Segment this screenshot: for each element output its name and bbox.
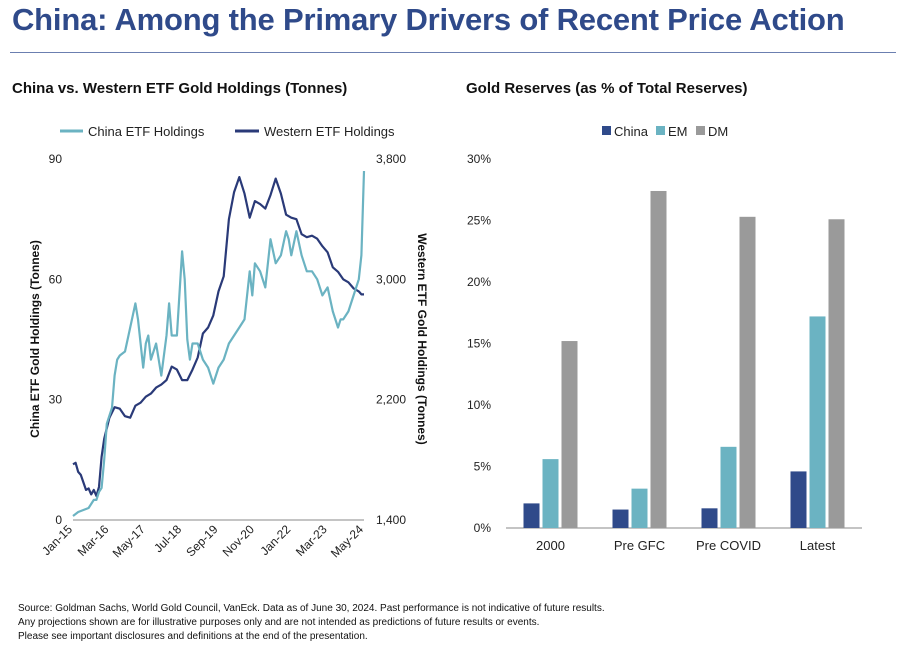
- bar-em-3: [809, 316, 826, 528]
- bar-y-tick-label: 25%: [467, 214, 491, 228]
- left-axis-tick-labels: 0 30 60 90: [49, 152, 63, 527]
- bar-category-label: Pre COVID: [696, 538, 761, 553]
- left-axis-tick-label: 90: [49, 152, 63, 166]
- bar-dm-2: [739, 216, 756, 528]
- footnote-line: Any projections shown are for illustrati…: [18, 617, 540, 629]
- bar-em-2: [720, 446, 737, 528]
- bar-china-2: [701, 508, 718, 528]
- title-divider: [10, 52, 896, 53]
- bar-chart-y-tick-labels: 0% 5% 10% 15% 20% 25% 30%: [467, 152, 491, 535]
- bar-category-label: Latest: [800, 538, 836, 553]
- bar-chart-title: Gold Reserves (as % of Total Reserves): [466, 80, 748, 97]
- bar-china-1: [612, 509, 629, 528]
- bar-china-0: [523, 503, 540, 528]
- left-axis-tick-label: 0: [55, 513, 62, 527]
- right-axis-tick-label: 3,000: [376, 272, 406, 286]
- right-axis-tick-labels: 1,400 2,200 3,000 3,800: [376, 152, 406, 527]
- bar-chart-bars: [523, 190, 845, 529]
- legend-swatch-china: [602, 126, 611, 135]
- legend-label-em: EM: [668, 124, 688, 139]
- bar-category-label: Pre GFC: [614, 538, 665, 553]
- legend-swatch-em: [656, 126, 665, 135]
- bar-y-tick-label: 30%: [467, 152, 491, 166]
- bar-dm-0: [561, 341, 578, 528]
- legend-label-dm: DM: [708, 124, 728, 139]
- bar-y-tick-label: 0%: [474, 521, 492, 535]
- bar-chart-legend: China EM DM: [602, 124, 728, 139]
- right-axis-tick-label: 3,800: [376, 152, 406, 166]
- left-axis-label: China ETF Gold Holdings (Tonnes): [28, 240, 42, 438]
- bar-y-tick-label: 10%: [467, 398, 491, 412]
- legend-swatch-dm: [696, 126, 705, 135]
- right-axis-label: Western ETF Gold Holdings (Tonnes): [415, 233, 429, 445]
- bar-dm-3: [828, 219, 845, 528]
- china-etf-line: [72, 170, 366, 517]
- bar-china-3: [790, 471, 807, 528]
- line-chart-title: China vs. Western ETF Gold Holdings (Ton…: [12, 80, 348, 97]
- footnotes: Source: Goldman Sachs, World Gold Counci…: [18, 602, 605, 645]
- left-axis-tick-label: 60: [49, 272, 63, 286]
- bar-y-tick-label: 20%: [467, 275, 491, 289]
- legend-label-china-etf: China ETF Holdings: [88, 124, 205, 139]
- page-title: China: Among the Primary Drivers of Rece…: [12, 2, 845, 37]
- bar-y-tick-label: 15%: [467, 337, 491, 351]
- line-chart-legend: China ETF Holdings Western ETF Holdings: [60, 124, 395, 139]
- right-axis-tick-label: 2,200: [376, 393, 406, 407]
- bar-em-1: [631, 488, 648, 528]
- right-axis-tick-label: 1,400: [376, 513, 406, 527]
- bar-category-label: 2000: [536, 538, 565, 553]
- bar-y-tick-label: 5%: [474, 460, 492, 474]
- legend-label-western-etf: Western ETF Holdings: [264, 124, 395, 139]
- bar-em-0: [542, 459, 559, 528]
- footnote-line: Please see important disclosures and def…: [18, 631, 368, 643]
- bar-chart-category-labels: 2000 Pre GFC Pre COVID Latest: [536, 538, 836, 553]
- legend-label-china: China: [614, 124, 649, 139]
- western-etf-line: [72, 176, 364, 497]
- bar-dm-1: [650, 190, 667, 529]
- left-axis-tick-label: 30: [49, 393, 63, 407]
- footnote-line: Source: Goldman Sachs, World Gold Counci…: [18, 603, 605, 614]
